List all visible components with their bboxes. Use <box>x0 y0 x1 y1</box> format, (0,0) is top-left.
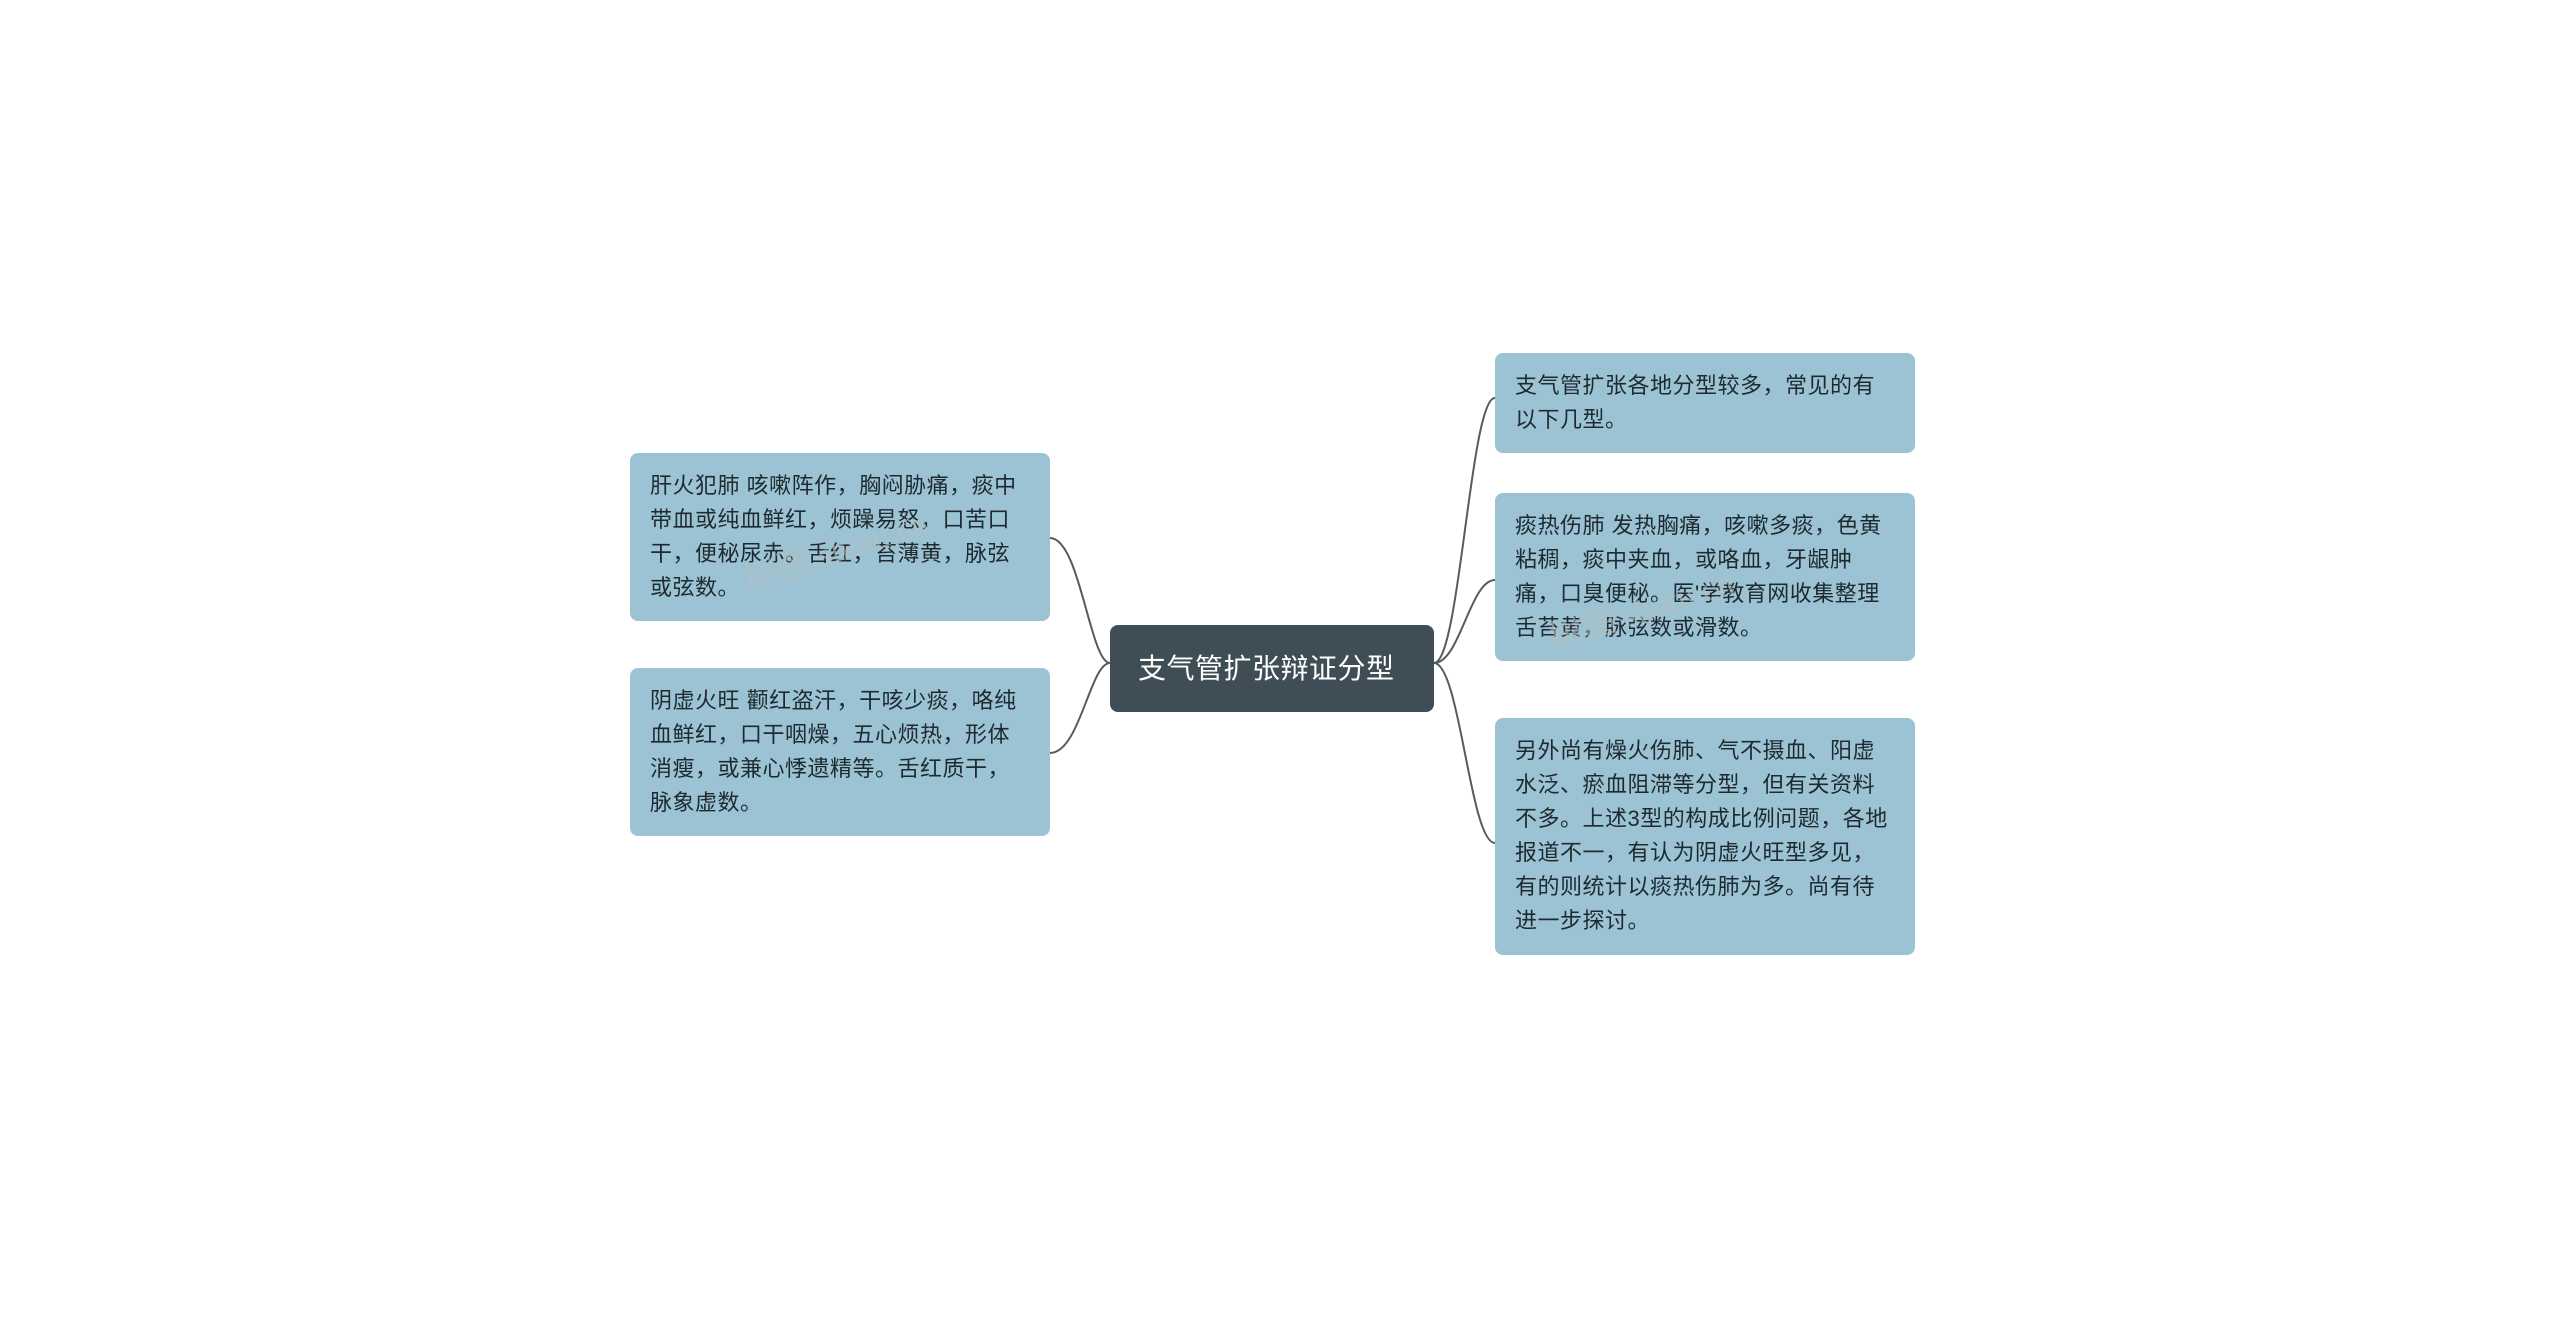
center-node[interactable]: 支气管扩张辩证分型 <box>1110 625 1434 712</box>
right-branch-1[interactable]: 支气管扩张各地分型较多，常见的有以下几型。 <box>1495 353 1915 453</box>
right-branch-2[interactable]: 痰热伤肺 发热胸痛，咳嗽多痰，色黄粘稠，痰中夹血，或咯血，牙龈肿痛，口臭便秘。医… <box>1495 493 1915 661</box>
mindmap-container: 支气管扩张辩证分型 肝火犯肺 咳嗽阵作，胸闷胁痛，痰中带血或纯血鲜红，烦躁易怒，… <box>540 313 2020 1013</box>
left-branch-2[interactable]: 阴虚火旺 颧红盗汗，干咳少痰，咯纯血鲜红，口干咽燥，五心烦热，形体消瘦，或兼心悸… <box>630 668 1050 836</box>
right-branch-3[interactable]: 另外尚有燥火伤肺、气不摄血、阳虚水泛、瘀血阻滞等分型，但有关资料不多。上述3型的… <box>1495 718 1915 955</box>
left-branch-1[interactable]: 肝火犯肺 咳嗽阵作，胸闷胁痛，痰中带血或纯血鲜红，烦躁易怒，口苦口干，便秘尿赤。… <box>630 453 1050 621</box>
